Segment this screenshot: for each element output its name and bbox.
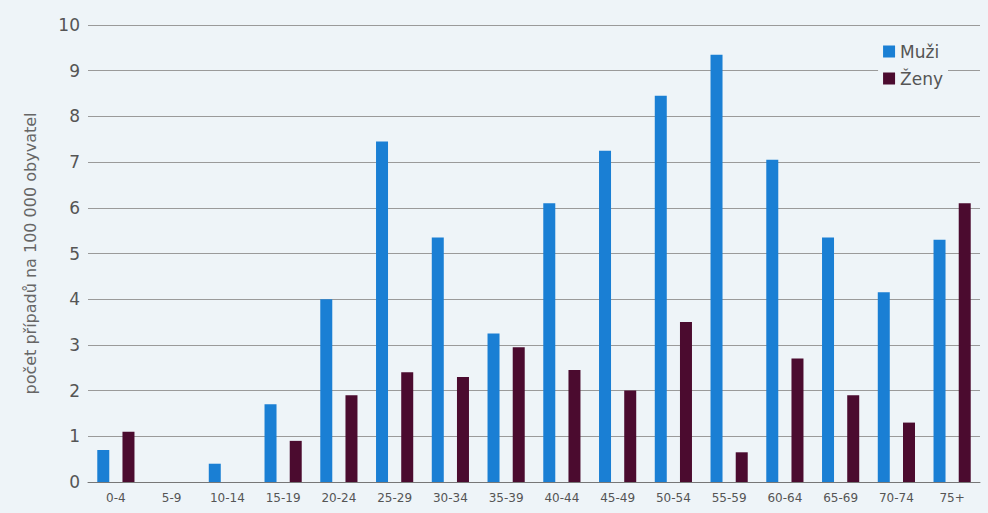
svg-text:20-24: 20-24 — [321, 491, 356, 505]
svg-text:60-64: 60-64 — [767, 491, 802, 505]
svg-text:30-34: 30-34 — [433, 491, 468, 505]
svg-text:7: 7 — [69, 152, 80, 172]
svg-text:počet případů na 100 000 obyva: počet případů na 100 000 obyvatel — [21, 113, 40, 395]
svg-text:15-19: 15-19 — [266, 491, 301, 505]
svg-text:4: 4 — [69, 289, 80, 309]
svg-text:45-49: 45-49 — [600, 491, 635, 505]
svg-text:50-54: 50-54 — [656, 491, 691, 505]
svg-text:35-39: 35-39 — [489, 491, 524, 505]
svg-text:10: 10 — [58, 15, 80, 35]
svg-text:65-69: 65-69 — [823, 491, 858, 505]
svg-text:0-4: 0-4 — [106, 491, 126, 505]
svg-text:0: 0 — [69, 472, 80, 492]
svg-text:Ženy: Ženy — [900, 68, 943, 89]
svg-text:5: 5 — [69, 244, 80, 264]
svg-text:75+: 75+ — [939, 491, 964, 505]
svg-text:3: 3 — [69, 335, 80, 355]
svg-text:9: 9 — [69, 61, 80, 81]
svg-text:25-29: 25-29 — [377, 491, 412, 505]
svg-text:5-9: 5-9 — [162, 491, 182, 505]
svg-text:70-74: 70-74 — [879, 491, 914, 505]
svg-text:2: 2 — [69, 381, 80, 401]
svg-text:40-44: 40-44 — [544, 491, 579, 505]
svg-text:8: 8 — [69, 106, 80, 126]
svg-text:6: 6 — [69, 198, 80, 218]
svg-text:10-14: 10-14 — [210, 491, 245, 505]
svg-text:1: 1 — [69, 426, 80, 446]
svg-text:55-59: 55-59 — [712, 491, 747, 505]
svg-text:Muži: Muži — [900, 42, 939, 62]
